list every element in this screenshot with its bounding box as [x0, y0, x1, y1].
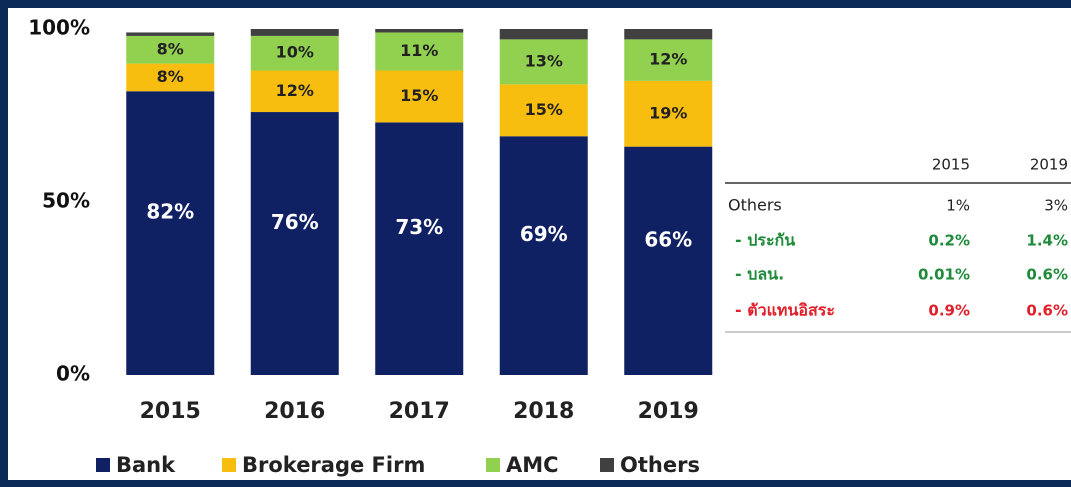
- table-header: 2015: [932, 156, 970, 174]
- table-row-label: - บลน.: [735, 265, 784, 284]
- bar-segment: [499, 136, 588, 375]
- y-tick-label: 100%: [28, 16, 90, 40]
- value-label: 73%: [395, 215, 443, 239]
- value-label: 12%: [649, 50, 687, 69]
- bar-segment: [126, 91, 215, 375]
- value-label: 13%: [525, 51, 563, 70]
- table-cell: 0.01%: [918, 266, 970, 284]
- bar-segment: [375, 70, 464, 123]
- value-label: 8%: [157, 39, 184, 58]
- value-label: 10%: [276, 43, 314, 62]
- table-row-label: - ตัวแทนอิสระ: [735, 301, 835, 320]
- y-tick-label: 50%: [42, 189, 90, 213]
- legend-swatch: [486, 458, 500, 472]
- table-cell: 0.9%: [928, 302, 970, 320]
- bar-segment: [499, 39, 588, 85]
- value-label: 19%: [649, 103, 687, 122]
- bar-segment: [126, 35, 215, 64]
- x-tick-label: 2015: [140, 399, 201, 424]
- bar-segment: [250, 112, 339, 375]
- legend-label: Brokerage Firm: [242, 453, 425, 477]
- table-cell: 3%: [1044, 197, 1068, 215]
- x-tick-label: 2018: [513, 399, 574, 424]
- value-label: 76%: [271, 210, 319, 234]
- bar-segment: [250, 70, 339, 113]
- y-tick-label: 0%: [56, 362, 90, 386]
- table-cell: 0.6%: [1026, 302, 1068, 320]
- value-label: 66%: [644, 227, 692, 251]
- bar-segment: [499, 84, 588, 137]
- bar-segment: [126, 63, 215, 92]
- legend-label: Bank: [116, 453, 176, 477]
- bar-segment: [375, 122, 464, 375]
- x-tick-label: 2017: [389, 399, 450, 424]
- value-label: 69%: [520, 222, 568, 246]
- x-tick-label: 2019: [638, 399, 699, 424]
- bar-segment: [499, 29, 588, 40]
- bar-segment: [624, 80, 713, 147]
- bar-segment: [624, 39, 713, 81]
- x-tick-label: 2016: [264, 399, 325, 424]
- table-cell: 1%: [946, 197, 970, 215]
- legend-swatch: [96, 458, 110, 472]
- bar-segment: [375, 29, 464, 33]
- table-cell: 0.6%: [1026, 266, 1068, 284]
- bar-segment: [126, 32, 215, 36]
- legend-label: AMC: [506, 453, 559, 477]
- legend-swatch: [222, 458, 236, 472]
- bar-segment: [375, 32, 464, 71]
- value-label: 11%: [400, 41, 438, 60]
- table-cell: 0.2%: [928, 232, 970, 250]
- bar-segment: [624, 146, 713, 375]
- bar-segment: [250, 35, 339, 71]
- value-label: 15%: [400, 86, 438, 105]
- bar-segment: [624, 29, 713, 40]
- table-header: 2019: [1030, 156, 1068, 174]
- value-label: 8%: [157, 67, 184, 86]
- table-row-label: - ประกัน: [735, 231, 795, 250]
- bar-segment: [250, 29, 339, 36]
- table-row-label: Others: [728, 196, 782, 215]
- value-label: 82%: [146, 200, 194, 224]
- value-label: 12%: [276, 81, 314, 100]
- value-label: 15%: [525, 100, 563, 119]
- legend-label: Others: [620, 453, 700, 477]
- table-cell: 1.4%: [1026, 232, 1068, 250]
- legend-swatch: [600, 458, 614, 472]
